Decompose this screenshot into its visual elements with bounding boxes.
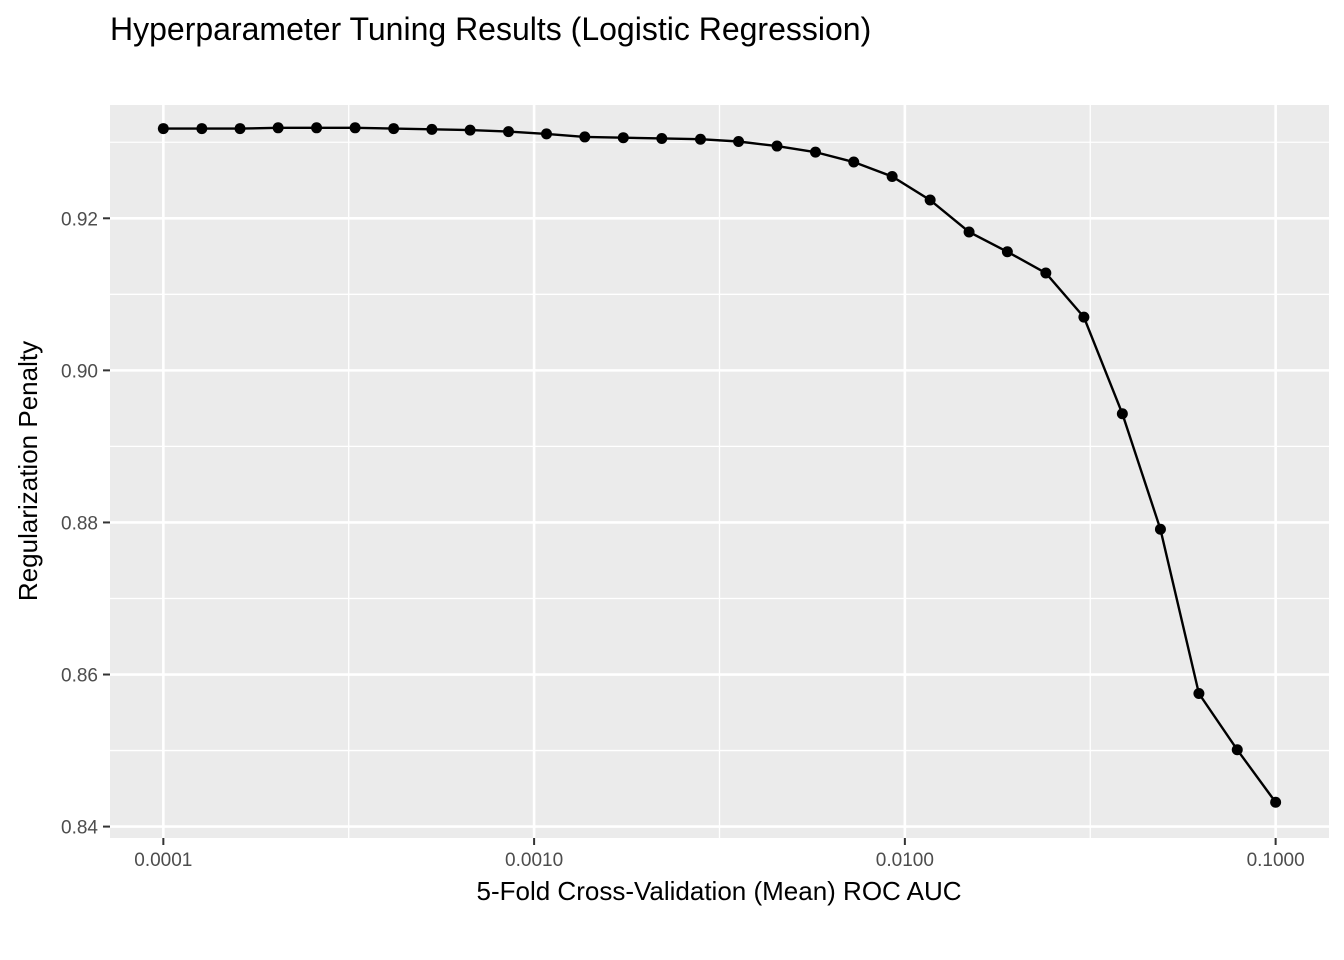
data-point bbox=[540, 128, 552, 140]
chart-title: Hyperparameter Tuning Results (Logistic … bbox=[110, 11, 871, 47]
data-point bbox=[809, 146, 821, 158]
data-point bbox=[1001, 246, 1013, 258]
data-point bbox=[963, 226, 975, 238]
data-point bbox=[426, 123, 438, 135]
data-point bbox=[886, 170, 898, 182]
data-point bbox=[272, 122, 284, 134]
data-point bbox=[157, 123, 169, 135]
y-tick-label: 0.88 bbox=[61, 513, 98, 534]
data-point bbox=[733, 135, 745, 147]
data-point bbox=[1078, 311, 1090, 323]
data-point bbox=[656, 132, 668, 144]
data-point bbox=[1154, 523, 1166, 535]
y-axis-title: Regularization Penalty bbox=[13, 341, 43, 601]
data-point bbox=[1040, 267, 1052, 279]
y-tick-label: 0.84 bbox=[61, 818, 98, 839]
x-tick-label: 0.0010 bbox=[505, 850, 563, 871]
data-point bbox=[1270, 796, 1282, 808]
x-tick-label: 0.0001 bbox=[134, 850, 192, 871]
data-point bbox=[311, 122, 323, 134]
series-layer bbox=[157, 122, 1282, 808]
ticks-layer: 0.0001 0.0010 0.0100 0.1000 0.84 0.86 0.88 0.90… bbox=[61, 209, 1305, 871]
data-point bbox=[503, 126, 515, 138]
grid-layer bbox=[110, 105, 1329, 838]
data-point bbox=[771, 140, 783, 152]
data-point bbox=[848, 156, 860, 168]
data-point bbox=[464, 124, 476, 136]
data-point bbox=[694, 133, 706, 145]
data-point bbox=[579, 131, 591, 143]
series-line bbox=[163, 126, 1277, 803]
y-tick-label: 0.90 bbox=[61, 361, 98, 382]
data-point bbox=[1116, 408, 1128, 420]
data-point bbox=[234, 123, 246, 135]
data-point bbox=[1193, 688, 1205, 700]
y-tick-label: 0.86 bbox=[61, 666, 98, 687]
data-point bbox=[196, 123, 208, 135]
y-tick-label: 0.92 bbox=[61, 209, 98, 230]
data-point bbox=[349, 122, 361, 134]
data-point bbox=[617, 132, 629, 144]
x-tick-label: 0.0100 bbox=[876, 850, 934, 871]
data-point bbox=[388, 123, 400, 135]
x-axis-title: 5-Fold Cross-Validation (Mean) ROC AUC bbox=[477, 876, 962, 906]
data-point bbox=[924, 194, 936, 206]
x-tick-label: 0.1000 bbox=[1247, 850, 1305, 871]
data-point bbox=[1231, 744, 1243, 756]
